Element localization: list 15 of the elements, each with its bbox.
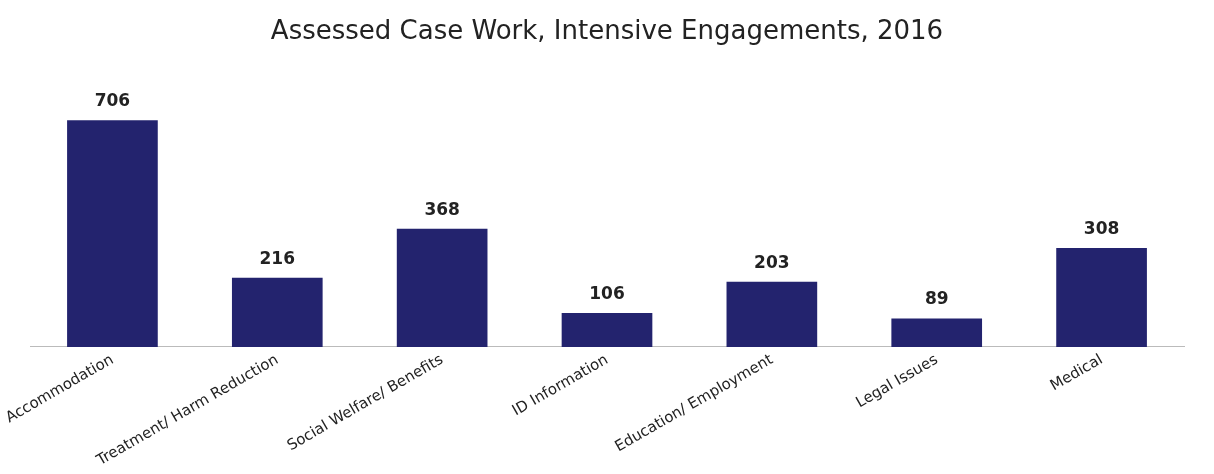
data-label: 106 xyxy=(589,282,625,303)
data-label: 706 xyxy=(94,90,131,111)
bar xyxy=(67,120,158,347)
data-label: 216 xyxy=(259,247,296,268)
bar xyxy=(726,281,818,347)
data-label: 203 xyxy=(754,251,790,272)
data-label: 368 xyxy=(424,198,460,219)
bar xyxy=(891,318,983,347)
bar xyxy=(231,277,323,347)
data-label: 308 xyxy=(1083,218,1120,239)
chart-title: Assessed Case Work, Intensive Engagements, 2016 xyxy=(270,15,944,46)
bar xyxy=(561,312,653,347)
bar xyxy=(396,228,488,347)
bar xyxy=(1056,248,1147,347)
data-label: 89 xyxy=(924,288,949,309)
